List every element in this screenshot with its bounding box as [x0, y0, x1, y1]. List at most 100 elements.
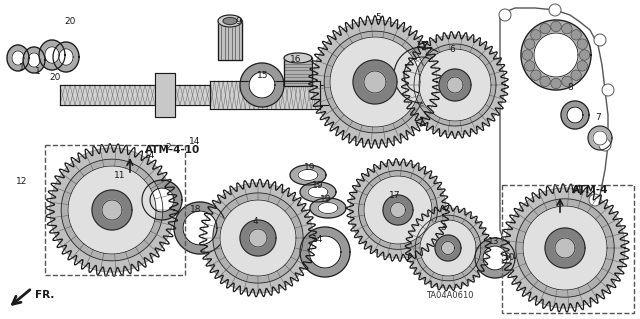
Polygon shape	[50, 148, 174, 272]
Circle shape	[540, 76, 550, 86]
Polygon shape	[419, 49, 491, 121]
Circle shape	[499, 9, 511, 21]
Polygon shape	[183, 211, 217, 245]
Polygon shape	[390, 203, 406, 218]
Circle shape	[551, 78, 561, 89]
Polygon shape	[203, 183, 313, 293]
Polygon shape	[45, 47, 59, 63]
Text: 18: 18	[190, 205, 202, 214]
Polygon shape	[353, 60, 397, 104]
Text: 11: 11	[115, 170, 125, 180]
Text: TA04A0610: TA04A0610	[426, 291, 474, 300]
Text: 17: 17	[389, 190, 401, 199]
Text: 14: 14	[312, 235, 324, 244]
Polygon shape	[364, 176, 432, 244]
Polygon shape	[500, 8, 608, 262]
Text: 9: 9	[235, 18, 241, 26]
Text: 14: 14	[189, 137, 201, 146]
Text: 10: 10	[504, 254, 516, 263]
Polygon shape	[284, 53, 312, 63]
Polygon shape	[142, 180, 182, 220]
Circle shape	[524, 61, 535, 71]
Circle shape	[589, 194, 601, 206]
Polygon shape	[521, 20, 591, 90]
Polygon shape	[300, 182, 336, 202]
Text: 1: 1	[35, 68, 41, 77]
Text: 3: 3	[440, 224, 446, 233]
Polygon shape	[7, 45, 29, 71]
Circle shape	[531, 30, 541, 40]
Polygon shape	[310, 198, 346, 218]
Polygon shape	[12, 51, 24, 65]
Polygon shape	[59, 49, 73, 65]
Circle shape	[579, 50, 589, 60]
Polygon shape	[249, 229, 267, 247]
Polygon shape	[439, 69, 471, 101]
Polygon shape	[155, 73, 175, 117]
Polygon shape	[39, 40, 65, 70]
Text: 19: 19	[320, 196, 332, 204]
Polygon shape	[561, 101, 589, 129]
Text: 20: 20	[49, 73, 61, 83]
Polygon shape	[358, 171, 437, 249]
Polygon shape	[68, 166, 156, 254]
Polygon shape	[240, 220, 276, 256]
Polygon shape	[220, 200, 296, 276]
Polygon shape	[475, 238, 515, 278]
Polygon shape	[300, 227, 350, 277]
Polygon shape	[249, 72, 275, 98]
Polygon shape	[404, 57, 440, 93]
Text: 1: 1	[19, 63, 25, 72]
Polygon shape	[414, 44, 496, 126]
Polygon shape	[588, 126, 612, 150]
Polygon shape	[567, 107, 583, 123]
Polygon shape	[435, 235, 461, 261]
Text: 12: 12	[16, 177, 28, 187]
Circle shape	[549, 249, 561, 261]
Polygon shape	[394, 47, 450, 103]
Polygon shape	[545, 228, 585, 268]
Text: 8: 8	[567, 84, 573, 93]
Text: 15: 15	[257, 70, 269, 79]
Polygon shape	[505, 188, 625, 308]
Circle shape	[499, 252, 511, 264]
Polygon shape	[483, 246, 507, 270]
Polygon shape	[290, 165, 326, 185]
Polygon shape	[298, 169, 318, 181]
Polygon shape	[324, 31, 426, 133]
Polygon shape	[447, 77, 463, 93]
Polygon shape	[405, 35, 505, 135]
Text: ATM-4-10: ATM-4-10	[145, 145, 200, 155]
Circle shape	[594, 34, 606, 46]
Text: 19: 19	[312, 181, 324, 189]
Text: 19: 19	[304, 164, 316, 173]
Circle shape	[562, 24, 572, 34]
Polygon shape	[415, 215, 481, 281]
Polygon shape	[61, 159, 163, 261]
Bar	[45, 145, 185, 275]
Circle shape	[551, 21, 561, 32]
Polygon shape	[213, 193, 303, 283]
Circle shape	[577, 39, 588, 49]
Polygon shape	[442, 241, 454, 255]
Circle shape	[540, 24, 550, 34]
Polygon shape	[420, 220, 476, 276]
Circle shape	[522, 50, 532, 60]
Polygon shape	[223, 18, 237, 25]
Text: 2: 2	[165, 144, 171, 152]
Polygon shape	[516, 199, 614, 297]
Polygon shape	[350, 162, 446, 258]
Polygon shape	[309, 236, 341, 268]
Polygon shape	[308, 187, 328, 197]
Circle shape	[562, 76, 572, 86]
Text: 16: 16	[291, 56, 301, 64]
Polygon shape	[408, 208, 488, 288]
Polygon shape	[174, 202, 226, 254]
Polygon shape	[320, 85, 430, 105]
Polygon shape	[534, 33, 578, 77]
Text: 5: 5	[375, 13, 381, 23]
Bar	[502, 185, 634, 313]
Polygon shape	[240, 63, 284, 107]
Polygon shape	[555, 238, 575, 258]
Circle shape	[549, 4, 561, 16]
